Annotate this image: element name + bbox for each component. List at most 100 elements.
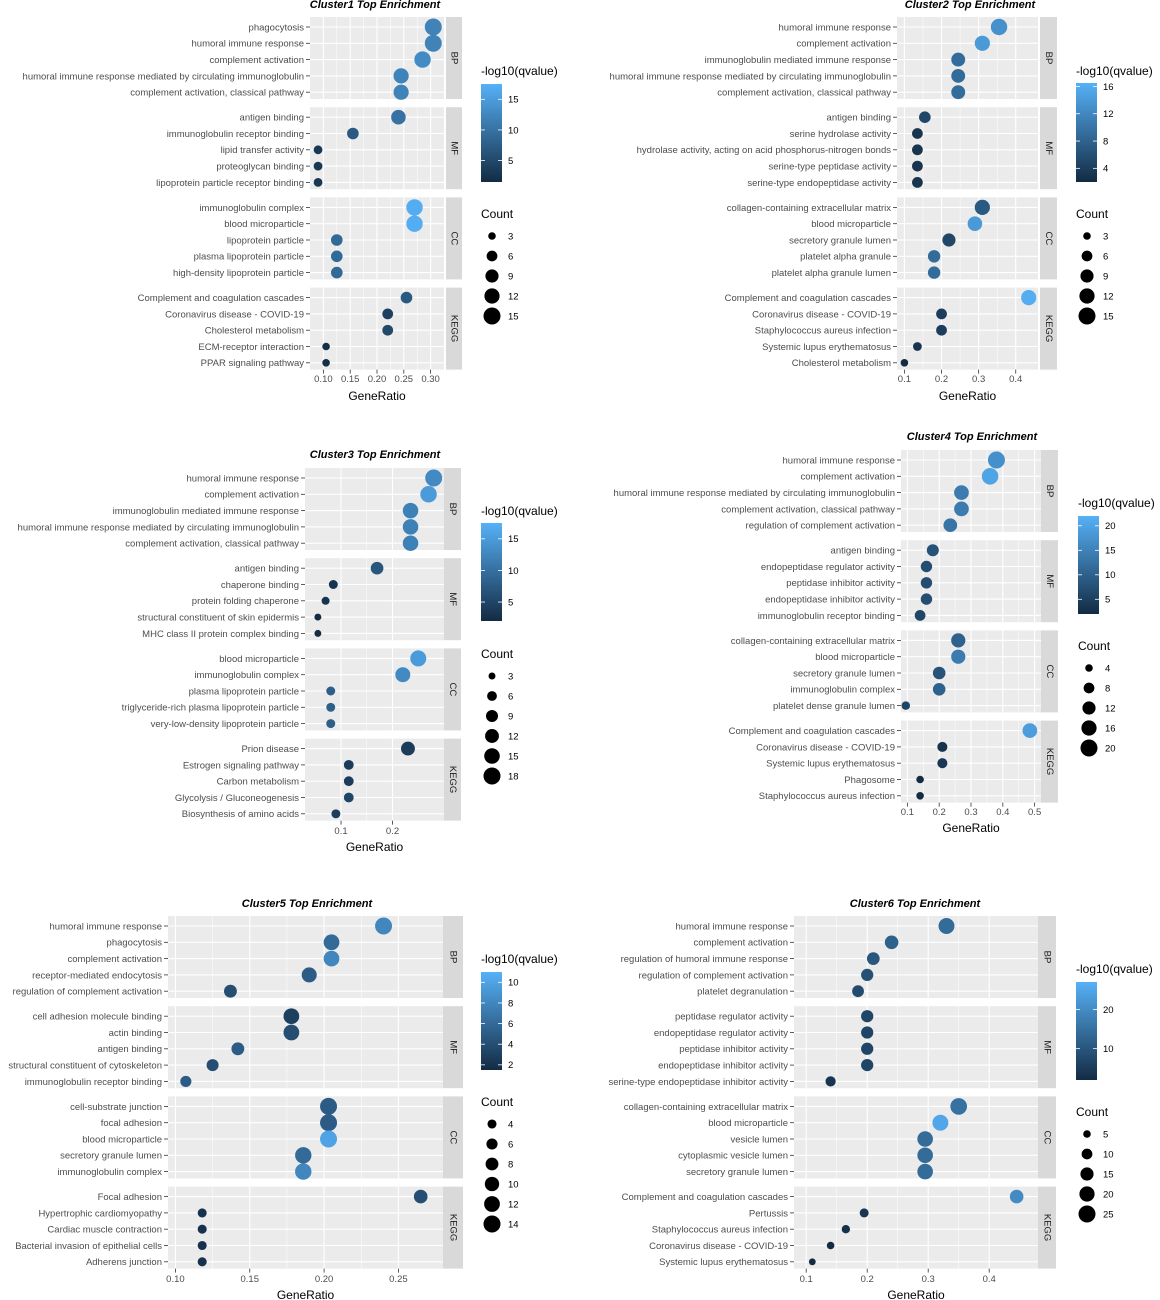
facet-strip-label: MF <box>1041 1040 1052 1054</box>
size-legend-label: 16 <box>1105 723 1116 734</box>
chart-title: Cluster3 Top Enrichment <box>310 449 442 461</box>
facet-strip-label: CC <box>1043 232 1054 246</box>
term-label: secretory granule lumen <box>60 1151 162 1162</box>
data-point <box>841 1225 851 1234</box>
data-point <box>283 1008 300 1025</box>
facet-strip-label: BP <box>448 52 459 65</box>
data-point <box>852 985 864 998</box>
facet-panel-bp <box>168 916 443 998</box>
color-legend-label: 16 <box>1103 82 1114 93</box>
data-point <box>320 1130 338 1148</box>
size-legend-key <box>483 1215 501 1233</box>
term-label: immunoglobulin mediated immune response <box>113 506 299 517</box>
term-label: Coronavirus disease - COVID-19 <box>756 742 895 753</box>
size-legend-label: 12 <box>1105 703 1116 714</box>
data-point <box>410 650 427 667</box>
facet-strip-label: KEGG <box>448 315 459 342</box>
term-label: Staphylococcus aureus infection <box>755 326 891 337</box>
color-legend-label: 15 <box>508 95 519 106</box>
term-label: humoral immune response <box>783 455 895 466</box>
data-point <box>330 250 343 263</box>
x-axis-title: GeneRatio <box>348 389 406 403</box>
term-label: Focal adhesion <box>98 1192 162 1203</box>
data-point <box>395 667 411 683</box>
size-legend-label: 4 <box>508 1119 513 1130</box>
size-legend-key <box>1083 1130 1091 1138</box>
facet-strip-label: MF <box>1044 574 1055 588</box>
data-point <box>884 935 899 950</box>
term-label: complement activation, classical pathway <box>130 88 304 99</box>
size-legend-label: 20 <box>1103 1189 1114 1200</box>
term-label: plasma lipoprotein particle <box>194 252 304 263</box>
size-legend-label: 6 <box>508 1139 513 1150</box>
term-label: Systemic lupus erythematosus <box>659 1257 788 1268</box>
term-label: endopeptidase regulator activity <box>654 1028 788 1039</box>
facet-strip-label: CC <box>447 683 458 697</box>
facet-strip-label: MF <box>1043 141 1054 155</box>
size-legend-key <box>488 232 496 240</box>
term-label: Complement and coagulation cascades <box>622 1192 789 1203</box>
size-legend-label: 10 <box>508 1179 519 1190</box>
term-label: serine-type endopeptidase activity <box>747 178 891 189</box>
data-point <box>951 85 966 100</box>
data-point <box>424 18 442 36</box>
color-bar <box>481 972 502 1070</box>
term-label: endopeptidase inhibitor activity <box>658 1061 788 1072</box>
term-label: regulation of complement activation <box>746 521 895 532</box>
color-legend-title: -log10(qvalue) <box>1078 496 1155 510</box>
size-legend-label: 9 <box>508 711 513 722</box>
facet-strip-label: MF <box>447 1040 458 1054</box>
x-tick-label: 0.1 <box>901 807 914 818</box>
x-tick-label: 0.2 <box>935 374 948 385</box>
x-tick-label: 0.20 <box>368 374 387 385</box>
data-point <box>967 216 983 231</box>
facet-strip <box>1041 630 1058 713</box>
term-label: chaperone binding <box>221 580 299 591</box>
data-point <box>401 741 415 756</box>
color-legend-title: -log10(qvalue) <box>481 952 558 966</box>
size-legend-key <box>488 672 496 680</box>
size-legend-key <box>1080 269 1094 283</box>
x-axis-title: GeneRatio <box>346 840 404 854</box>
data-point <box>917 1147 933 1164</box>
term-label: Carbon metabolism <box>217 777 299 788</box>
term-label: serine hydrolase activity <box>790 129 892 140</box>
term-label: Complement and coagulation cascades <box>725 293 892 304</box>
x-tick-label: 0.1 <box>898 374 911 385</box>
data-point <box>295 1147 312 1164</box>
data-point <box>320 1114 338 1132</box>
data-point <box>313 178 323 187</box>
term-label: complement activation <box>796 39 891 50</box>
size-legend-key <box>1081 1148 1093 1160</box>
term-label: immunoglobulin receptor binding <box>25 1077 162 1088</box>
term-label: MHC class II protein complex binding <box>142 629 299 640</box>
data-point <box>314 629 322 637</box>
size-legend-label: 14 <box>508 1219 519 1230</box>
data-point <box>937 741 948 752</box>
data-point <box>936 324 947 336</box>
data-point <box>912 144 923 156</box>
term-label: immunoglobulin receptor binding <box>758 611 895 622</box>
color-legend-label: 10 <box>508 978 519 989</box>
term-label: cytoplasmic vesicle lumen <box>678 1151 788 1162</box>
data-point <box>916 775 924 784</box>
color-legend-title: -log10(qvalue) <box>1076 962 1153 976</box>
data-point <box>826 1241 835 1250</box>
x-axis-title: GeneRatio <box>277 1288 335 1300</box>
size-legend-key <box>486 1138 498 1150</box>
data-point <box>330 266 343 279</box>
x-tick-label: 0.4 <box>983 1274 996 1285</box>
term-label: triglyceride-rich plasma lipoprotein par… <box>122 703 299 714</box>
facet-strip-label: MF <box>448 141 459 155</box>
data-point <box>861 968 874 982</box>
size-legend-key <box>486 250 498 262</box>
facet-panel-bp <box>305 468 444 550</box>
term-label: secretory granule lumen <box>793 668 895 679</box>
term-label: cell adhesion molecule binding <box>33 1012 162 1023</box>
data-point <box>343 759 354 770</box>
term-label: Coronavirus disease - COVID-19 <box>649 1241 788 1252</box>
data-point <box>951 52 966 67</box>
x-axis-title: GeneRatio <box>887 1288 945 1300</box>
term-label: protein folding chaperone <box>192 596 299 607</box>
term-label: Estrogen signaling pathway <box>183 760 299 771</box>
